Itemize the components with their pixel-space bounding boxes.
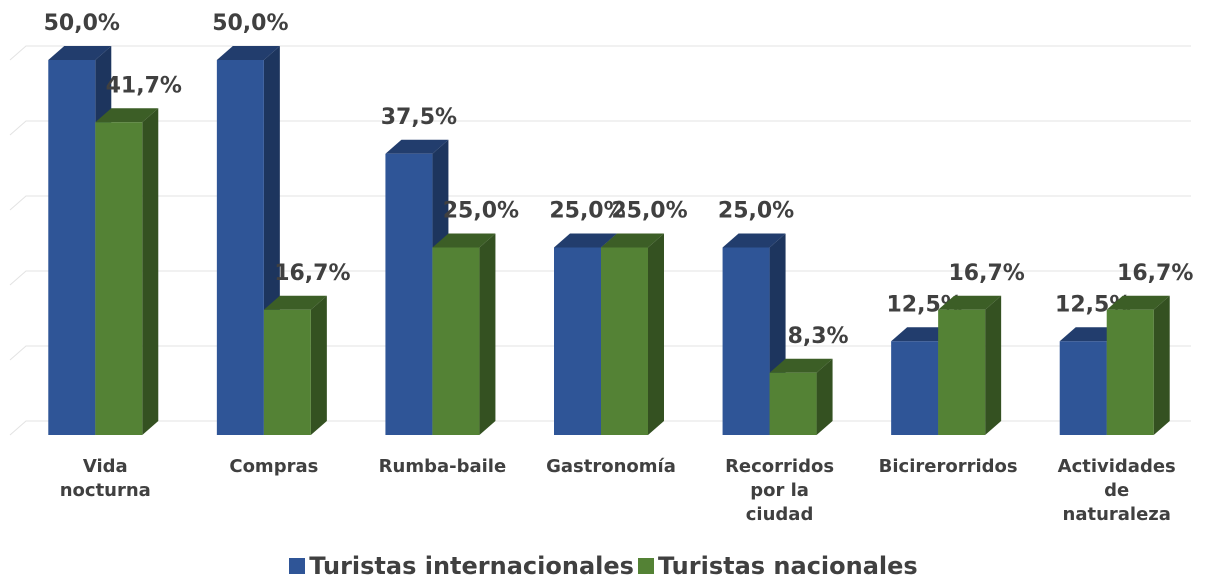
bar bbox=[769, 358, 833, 435]
value-label: 16,7% bbox=[1117, 261, 1193, 286]
bar-side bbox=[985, 295, 1002, 435]
grid-line bbox=[9, 195, 1191, 211]
bar-front bbox=[769, 372, 817, 435]
bar-top bbox=[432, 233, 496, 248]
bar-side bbox=[816, 358, 833, 435]
bar-front bbox=[95, 122, 143, 435]
bar bbox=[432, 233, 496, 435]
bar-front bbox=[48, 60, 96, 435]
bar bbox=[1106, 295, 1170, 435]
x-tick-label: Actividades de naturaleza bbox=[1057, 456, 1176, 525]
x-tick-label: Recorridos por la ciudad bbox=[725, 456, 835, 525]
bar-side bbox=[310, 295, 327, 435]
bar-top bbox=[263, 295, 327, 310]
legend-item: Turistas internacionales bbox=[289, 552, 634, 580]
bar-front bbox=[891, 341, 939, 435]
bar-top bbox=[48, 46, 112, 60]
x-tick-label: Vida nocturna bbox=[59, 456, 151, 501]
bar-top bbox=[385, 139, 449, 154]
bar-front bbox=[938, 309, 986, 435]
x-tick-label: Bicirerorridos bbox=[878, 456, 1018, 477]
bar-top bbox=[769, 358, 833, 373]
value-label: 25,0% bbox=[549, 199, 625, 224]
bar bbox=[938, 295, 1002, 435]
legend-item: Turistas nacionales bbox=[637, 552, 918, 580]
bar-front bbox=[385, 153, 433, 435]
legend-swatch bbox=[289, 558, 306, 574]
value-label: 50,0% bbox=[212, 11, 288, 36]
value-label: 37,5% bbox=[381, 105, 457, 130]
grid-line bbox=[9, 45, 1191, 61]
value-label: 50,0% bbox=[44, 11, 120, 36]
bar-top bbox=[554, 233, 617, 248]
bar-front bbox=[554, 247, 601, 435]
bar-top bbox=[216, 46, 280, 60]
legend-label: Turistas internacionales bbox=[309, 552, 634, 580]
bar bbox=[95, 108, 159, 435]
bar-front bbox=[432, 247, 480, 435]
legend-swatch bbox=[637, 558, 654, 574]
grid-line bbox=[9, 345, 1191, 361]
legend-label: Turistas nacionales bbox=[657, 552, 918, 580]
x-tick-label: Compras bbox=[229, 456, 319, 477]
value-label: 8,3% bbox=[788, 324, 849, 349]
legend: Turistas internacionales Turistas naciona… bbox=[0, 552, 1207, 580]
bar bbox=[601, 233, 664, 435]
value-label: 16,7% bbox=[274, 261, 350, 286]
bar-front bbox=[601, 247, 648, 435]
bar-front bbox=[263, 309, 311, 435]
bar-front bbox=[722, 247, 770, 435]
bar-top bbox=[601, 233, 664, 248]
bar-side bbox=[648, 233, 664, 435]
value-label: 16,7% bbox=[948, 261, 1024, 286]
value-label: 41,7% bbox=[106, 73, 182, 98]
value-label: 25,0% bbox=[718, 199, 794, 224]
bar bbox=[263, 295, 327, 435]
x-tick-label: Rumba-baile bbox=[378, 456, 507, 477]
bar-side bbox=[479, 233, 496, 435]
grid-line bbox=[9, 120, 1191, 136]
bar-side bbox=[142, 108, 159, 435]
value-label: 25,0% bbox=[611, 199, 687, 224]
bar-top bbox=[95, 108, 159, 123]
bar-front bbox=[1106, 309, 1154, 435]
bar-top bbox=[938, 295, 1002, 310]
bar-front bbox=[1059, 341, 1107, 435]
x-tick-label: Gastronomía bbox=[546, 456, 676, 477]
bar-side bbox=[1153, 295, 1170, 435]
bar-top bbox=[722, 233, 786, 248]
value-label: 25,0% bbox=[443, 199, 519, 224]
bar-top bbox=[1106, 295, 1170, 310]
grid-line bbox=[9, 270, 1191, 286]
bar-front bbox=[216, 60, 264, 435]
